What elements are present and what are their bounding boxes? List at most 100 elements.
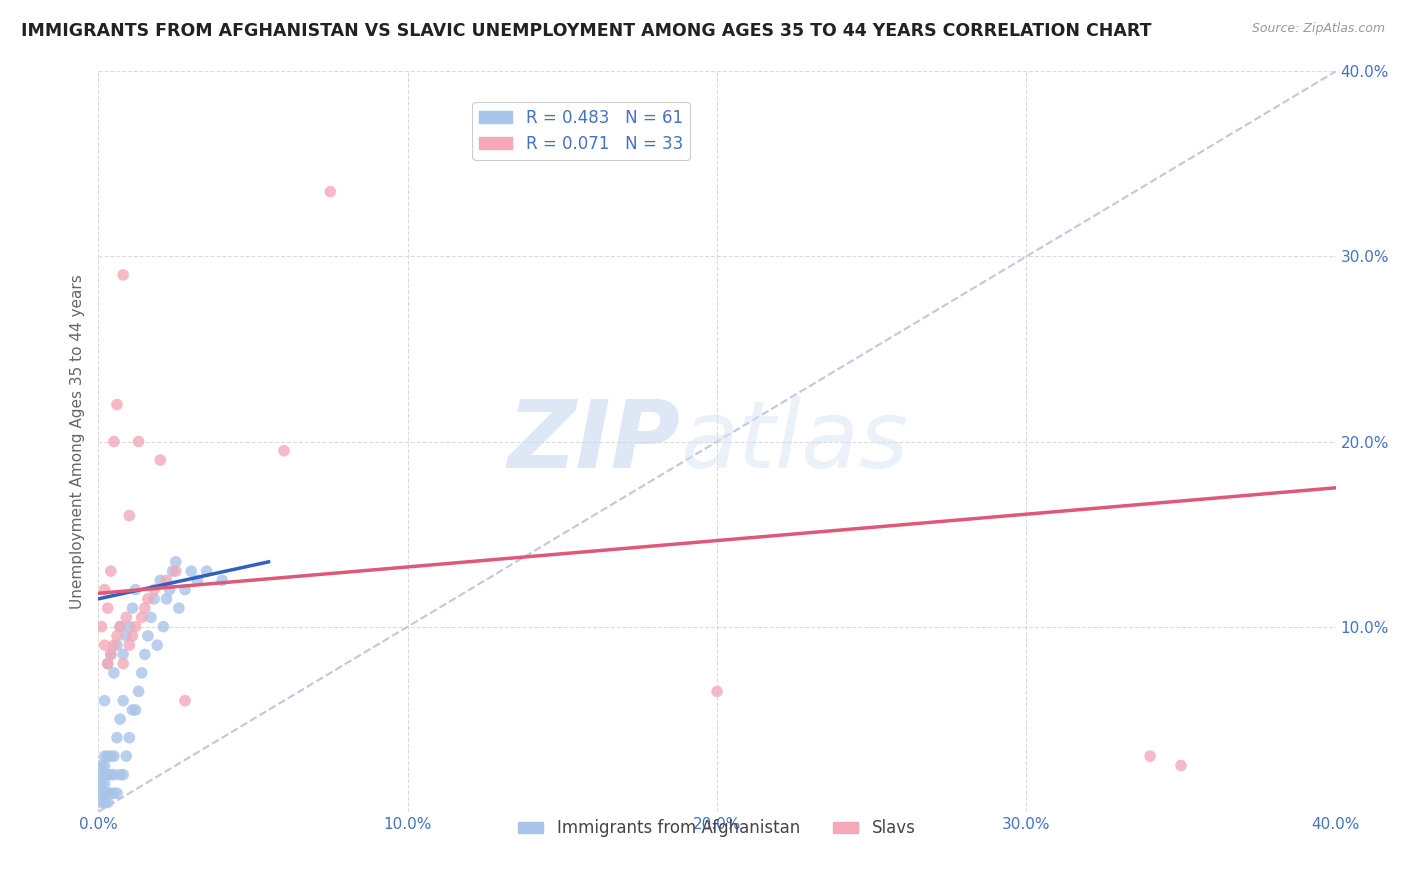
Point [100, 786, 122, 800]
Point [90, 786, 112, 800]
Point [93, 638, 115, 652]
Point [103, 786, 125, 800]
Point [105, 731, 128, 745]
Point [103, 749, 125, 764]
Point [93, 582, 115, 597]
Point [167, 601, 190, 615]
Point [105, 629, 128, 643]
Point [273, 443, 295, 458]
Point [93, 767, 115, 781]
Point [174, 694, 197, 708]
Point [103, 638, 125, 652]
Point [112, 648, 135, 662]
Point [112, 694, 135, 708]
Point [174, 582, 197, 597]
Point [97, 767, 120, 781]
Point [149, 574, 172, 588]
Point [108, 712, 131, 726]
Point [131, 610, 153, 624]
Point [136, 591, 159, 606]
Point [180, 564, 202, 578]
Point [112, 268, 135, 282]
Point [108, 619, 131, 633]
Point [121, 703, 143, 717]
Point [100, 648, 122, 662]
Point [105, 638, 128, 652]
Point [118, 508, 141, 523]
Point [97, 786, 120, 800]
Point [121, 601, 143, 615]
Point [100, 564, 122, 578]
Point [90, 767, 112, 781]
Point [93, 796, 115, 810]
Point [121, 629, 143, 643]
Point [131, 665, 153, 680]
Point [165, 564, 187, 578]
Point [100, 767, 122, 781]
Point [159, 582, 181, 597]
Point [97, 657, 120, 671]
Text: IMMIGRANTS FROM AFGHANISTAN VS SLAVIC UNEMPLOYMENT AMONG AGES 35 TO 44 YEARS COR: IMMIGRANTS FROM AFGHANISTAN VS SLAVIC UN… [21, 22, 1152, 40]
Point [115, 629, 138, 643]
Point [93, 786, 115, 800]
Point [195, 564, 218, 578]
Point [93, 758, 115, 772]
Point [152, 619, 174, 633]
Text: atlas: atlas [681, 396, 908, 487]
Point [108, 619, 131, 633]
Point [706, 684, 728, 698]
Point [97, 657, 120, 671]
Point [319, 185, 342, 199]
Point [118, 638, 141, 652]
Point [128, 434, 150, 449]
Point [90, 796, 112, 810]
Point [165, 555, 187, 569]
Point [97, 601, 120, 615]
Point [112, 657, 135, 671]
Point [112, 767, 135, 781]
Point [211, 574, 233, 588]
Point [90, 777, 112, 791]
Point [90, 619, 112, 633]
Point [105, 398, 128, 412]
Text: ZIP: ZIP [508, 395, 681, 488]
Point [1139, 749, 1161, 764]
Point [136, 629, 159, 643]
Y-axis label: Unemployment Among Ages 35 to 44 years: Unemployment Among Ages 35 to 44 years [69, 274, 84, 609]
Point [105, 786, 128, 800]
Point [118, 731, 141, 745]
Point [143, 582, 166, 597]
Point [134, 601, 156, 615]
Legend: Immigrants from Afghanistan, Slavs: Immigrants from Afghanistan, Slavs [512, 813, 922, 844]
Point [155, 574, 177, 588]
Point [103, 665, 125, 680]
Point [108, 767, 131, 781]
Point [162, 564, 184, 578]
Point [139, 610, 162, 624]
Point [103, 434, 125, 449]
Point [115, 610, 138, 624]
Point [97, 749, 120, 764]
Text: Source: ZipAtlas.com: Source: ZipAtlas.com [1251, 22, 1385, 36]
Point [186, 574, 208, 588]
Point [103, 767, 125, 781]
Point [90, 758, 112, 772]
Point [143, 591, 166, 606]
Point [93, 694, 115, 708]
Point [128, 684, 150, 698]
Point [1170, 758, 1192, 772]
Point [124, 582, 146, 597]
Point [93, 749, 115, 764]
Point [97, 796, 120, 810]
Point [124, 619, 146, 633]
Point [155, 591, 177, 606]
Point [100, 749, 122, 764]
Point [149, 453, 172, 467]
Point [134, 648, 156, 662]
Point [100, 648, 122, 662]
Point [93, 777, 115, 791]
Point [115, 749, 138, 764]
Point [118, 619, 141, 633]
Point [124, 703, 146, 717]
Point [146, 638, 169, 652]
